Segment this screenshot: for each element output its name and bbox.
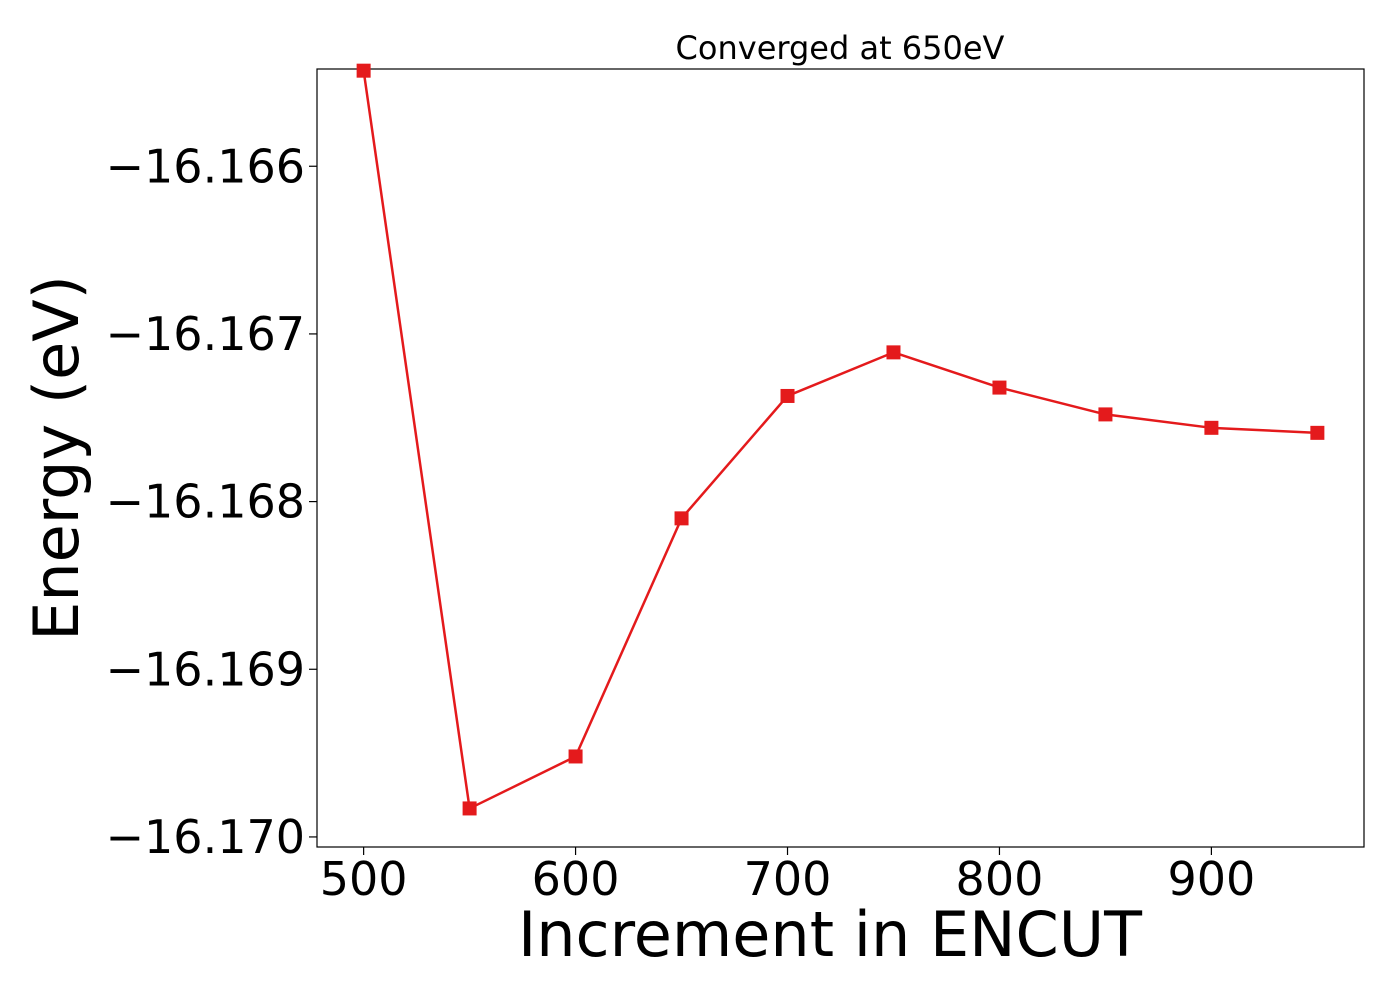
y-tick-label: −16.168: [106, 475, 306, 529]
data-point-marker: [886, 345, 901, 360]
data-point-marker: [1098, 407, 1113, 422]
data-point-marker: [568, 749, 583, 764]
y-axis-label: Energy (eV): [20, 275, 93, 641]
x-tick-label: 800: [956, 852, 1044, 906]
data-point-marker: [1204, 420, 1219, 435]
x-tick-label: 500: [320, 852, 408, 906]
y-tick-label: −16.167: [106, 307, 306, 361]
data-point-marker: [992, 380, 1007, 395]
chart-title: Converged at 650eV: [676, 29, 1005, 67]
y-axis-ticks: −16.166 −16.167 −16.168 −16.169 −16.170: [106, 139, 317, 864]
x-axis-ticks: 500 600 700 800 900: [320, 847, 1255, 906]
series-layer: [356, 63, 1325, 816]
series-line: [362, 70, 1318, 810]
x-tick-label: 600: [532, 852, 620, 906]
data-point-marker: [356, 63, 371, 78]
x-tick-label: 900: [1167, 852, 1255, 906]
data-point-marker: [1310, 425, 1325, 440]
y-tick-label: −16.170: [106, 810, 306, 864]
x-axis-label: Increment in ENCUT: [518, 898, 1143, 971]
y-tick-label: −16.169: [106, 642, 306, 696]
data-point-marker: [780, 388, 795, 403]
x-tick-label: 700: [744, 852, 832, 906]
plot-area: [316, 68, 1365, 848]
y-tick-label: −16.166: [106, 139, 306, 193]
data-point-marker: [674, 511, 689, 526]
data-point-marker: [462, 801, 477, 816]
